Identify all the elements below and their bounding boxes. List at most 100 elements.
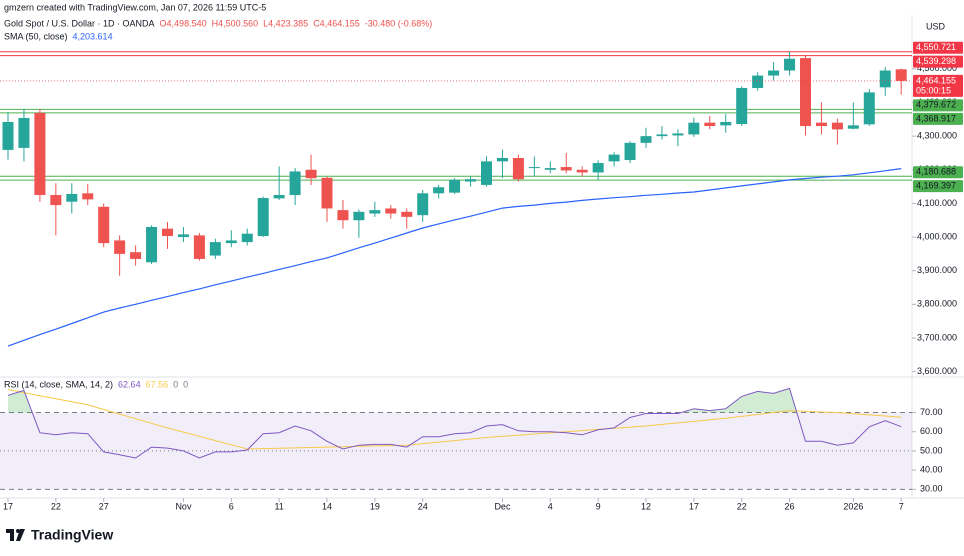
candle-body <box>321 177 333 209</box>
candle-body <box>18 117 30 148</box>
candle-body <box>720 121 732 126</box>
candle-body <box>305 169 317 179</box>
candle-body <box>401 211 413 217</box>
legend-text: SMA (50, close) <box>4 31 68 41</box>
candle-body <box>289 171 301 195</box>
candle-body <box>544 168 556 170</box>
candle-body <box>736 88 748 125</box>
candle-body <box>114 240 126 254</box>
candle-body <box>560 167 572 171</box>
candle-body <box>353 211 365 221</box>
x-tick-label: 11 <box>274 501 283 511</box>
x-tick-label: Dec <box>494 501 511 511</box>
legend-text: 62.64 <box>118 379 141 389</box>
candle-body <box>704 122 716 127</box>
candle-body <box>177 234 189 238</box>
candle-body <box>481 161 492 185</box>
candle-body <box>66 193 78 202</box>
candle-body <box>50 195 62 206</box>
legend-text: C4,464.155 <box>313 18 360 28</box>
level-label-bg <box>913 112 963 125</box>
candle-body <box>768 70 780 76</box>
candle-body <box>815 122 827 127</box>
candle-body <box>512 157 524 180</box>
candle-body <box>2 121 14 150</box>
candle-body <box>465 179 477 182</box>
candle-body <box>528 167 540 169</box>
legend-text: O4,498.540 <box>160 18 207 28</box>
candle-body <box>225 240 237 244</box>
x-tick-label: 22 <box>51 501 61 511</box>
y-tick-label: 30.00 <box>920 484 943 494</box>
level-label: 4,550.721 <box>916 42 956 52</box>
x-tick-label: Nov <box>175 501 192 511</box>
candle-body <box>592 163 604 173</box>
candle-body <box>449 179 461 193</box>
level-label-bg <box>913 180 963 193</box>
y-tick-label: 4,100.000 <box>917 198 957 208</box>
level-label: 4,169.397 <box>916 180 956 190</box>
candle-body <box>672 133 684 136</box>
y-tick-label: 70.00 <box>920 407 943 417</box>
candle-body <box>784 58 796 71</box>
candle-body <box>369 210 381 214</box>
x-tick-label: 19 <box>370 501 380 511</box>
candle-body <box>130 252 142 259</box>
level-label-bg <box>913 41 963 54</box>
candle-body <box>162 228 173 237</box>
brand-name: TradingView <box>31 527 113 543</box>
x-tick-label: 9 <box>596 501 601 511</box>
candle-body <box>417 193 429 216</box>
candle-body <box>433 187 445 194</box>
legend-text: Gold Spot / U.S. Dollar · 1D · OANDA <box>4 18 155 28</box>
last-price-bg <box>913 74 963 97</box>
currency-label: USD <box>926 21 946 31</box>
last-price-label: 4,464.155 <box>916 75 956 85</box>
level-label: 4,539.298 <box>916 56 956 66</box>
candle-body <box>576 169 588 173</box>
candle-body <box>337 210 349 221</box>
candle-body <box>241 233 253 243</box>
x-tick-label: 4 <box>548 501 553 511</box>
candle-body <box>847 125 859 129</box>
y-tick-label: 3,600.000 <box>917 366 957 376</box>
level-label-bg <box>913 99 963 112</box>
candle-body <box>257 198 269 237</box>
x-tick-label: 2026 <box>843 501 863 511</box>
candle-body <box>800 58 811 127</box>
rsi-ma-line <box>7 389 902 450</box>
legend-text: 0 <box>183 379 188 389</box>
legend-text: RSI (14, close, SMA, 14, 2) <box>4 379 113 389</box>
level-label: 4,379.672 <box>916 100 956 110</box>
level-label-bg <box>913 55 963 68</box>
candle-body <box>879 70 891 88</box>
candle-body <box>34 112 46 195</box>
brand-icon-dot <box>16 529 20 533</box>
candle-body <box>640 136 652 143</box>
legend-text: 0 <box>173 379 178 389</box>
x-tick-label: 26 <box>785 501 795 511</box>
y-tick-label: 50.00 <box>920 445 943 455</box>
legend-text: 4,203.614 <box>73 31 113 41</box>
candle-body <box>146 226 158 263</box>
candle-body <box>209 242 221 256</box>
x-tick-label: 12 <box>641 501 651 511</box>
x-tick-label: 22 <box>737 501 747 511</box>
rsi-line <box>7 387 902 459</box>
candle-body <box>82 193 94 200</box>
candle-body <box>193 235 205 259</box>
last-price-countdown: 05:00:15 <box>916 85 951 95</box>
brand-icon <box>6 529 25 541</box>
x-tick-label: 27 <box>99 501 109 511</box>
level-label-bg <box>913 166 963 179</box>
sma-line <box>7 168 902 347</box>
candle-body <box>895 69 907 81</box>
y-tick-label: 4,500.000 <box>917 63 957 73</box>
legend-text: H4,500.560 <box>212 18 259 28</box>
level-label: 4,368.917 <box>916 113 956 123</box>
x-tick-label: 24 <box>418 501 428 511</box>
legend-text: L4,423.385 <box>263 18 308 28</box>
x-tick-label: 6 <box>229 501 234 511</box>
y-tick-label: 4,300.000 <box>917 130 957 140</box>
